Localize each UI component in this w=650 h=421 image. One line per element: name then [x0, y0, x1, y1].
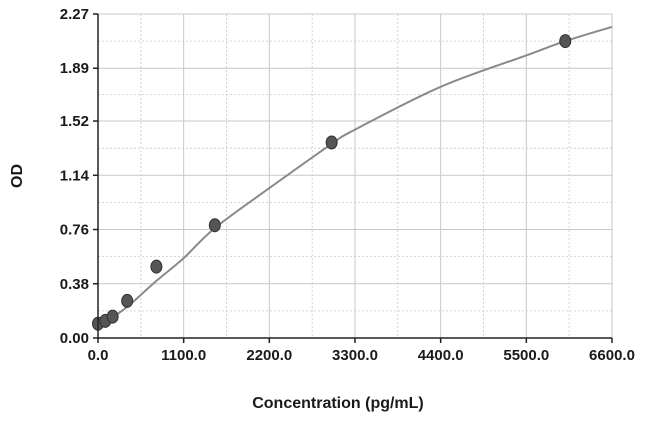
grid-lines [98, 13, 613, 338]
x-tick-label: 6600.0 [589, 347, 635, 364]
data-point [106, 309, 119, 324]
x-tick-labels: 0.0 1100.0 2200.0 3300.0 4400.0 5500.0 6600.0 [88, 347, 635, 364]
y-tick-label: 1.14 [60, 167, 90, 184]
data-points-layer [92, 34, 572, 331]
x-tick-label: 0.0 [88, 347, 109, 364]
y-tick-label: 1.52 [60, 113, 89, 130]
x-tick-label: 4400.0 [418, 347, 464, 364]
data-point [208, 218, 221, 233]
x-tick-label: 5500.0 [503, 347, 549, 364]
data-point [150, 259, 163, 274]
y-tick-label: 2.27 [60, 6, 89, 23]
x-tick-label: 2200.0 [246, 347, 292, 364]
x-tick-label: 1100.0 [161, 347, 206, 364]
data-point [325, 135, 338, 150]
x-tick-label: 3300.0 [332, 347, 378, 364]
data-point [559, 34, 572, 49]
y-tick-label: 0.38 [60, 276, 89, 293]
y-tick-label: 1.89 [60, 60, 89, 77]
y-axis-title: OD [9, 164, 26, 188]
data-point [121, 293, 134, 308]
y-tick-label: 0.76 [60, 222, 89, 239]
x-axis-title: Concentration (pg/mL) [252, 395, 424, 412]
y-tick-label: 0.00 [60, 330, 89, 347]
axes [93, 13, 613, 343]
y-tick-labels: 0.00 0.38 0.76 1.14 1.52 1.89 2.27 [60, 6, 90, 347]
